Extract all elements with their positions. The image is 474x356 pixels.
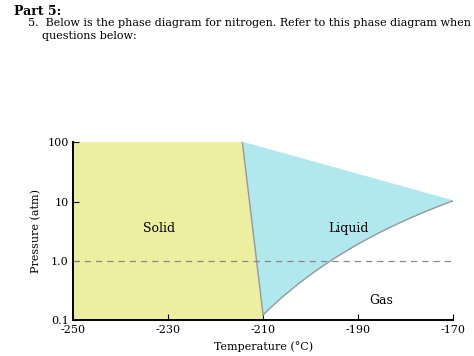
Text: Part 5:: Part 5: [14,5,62,19]
X-axis label: Temperature (°C): Temperature (°C) [213,341,313,352]
Text: Solid: Solid [143,222,175,235]
Text: Liquid: Liquid [328,222,369,235]
Text: 5.  Below is the phase diagram for nitrogen. Refer to this phase diagram when an: 5. Below is the phase diagram for nitrog… [28,18,474,41]
Polygon shape [73,142,263,320]
Y-axis label: Pressure (atm): Pressure (atm) [31,189,42,273]
Text: Gas: Gas [370,294,393,307]
Polygon shape [242,142,453,315]
